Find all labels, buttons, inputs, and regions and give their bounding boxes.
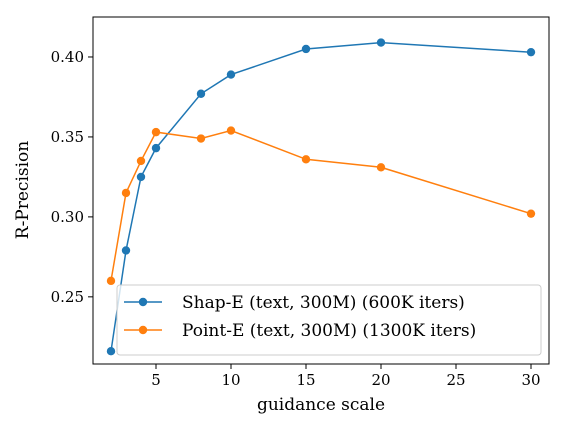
y-tick-label: 0.40 bbox=[51, 48, 84, 66]
x-tick-label: 20 bbox=[371, 371, 390, 389]
y-tick-label: 0.25 bbox=[51, 288, 84, 306]
series-1-point bbox=[106, 347, 116, 356]
series-1-point bbox=[121, 246, 131, 255]
series-layer bbox=[106, 38, 536, 356]
series-2-point bbox=[196, 134, 206, 143]
series-2-point bbox=[106, 276, 116, 286]
series-1-point bbox=[151, 143, 161, 153]
series-2-point bbox=[301, 155, 311, 164]
legend-label-1: Shap-E (text, 300M) (600K iters) bbox=[182, 293, 465, 313]
y-tick-label: 0.30 bbox=[51, 208, 84, 226]
plot-frame bbox=[92, 16, 550, 365]
series-1-point bbox=[196, 89, 206, 98]
series-2-point bbox=[226, 126, 236, 135]
x-tick-label: 5 bbox=[151, 371, 161, 389]
series-1-point bbox=[526, 47, 536, 57]
series-2-point bbox=[376, 163, 386, 172]
series-2-point bbox=[136, 156, 146, 166]
y-axis-label: R-Precision bbox=[13, 141, 33, 240]
legend-marker-1 bbox=[138, 297, 148, 307]
legend-box bbox=[116, 284, 542, 356]
ticks-layer: 5 10 15 20 25 30 0.25 0.30 0.35 0.40 bbox=[51, 48, 541, 389]
series-1-point bbox=[301, 44, 311, 54]
series-2-point bbox=[151, 127, 161, 137]
series-1-point bbox=[376, 38, 386, 47]
x-tick-label: 15 bbox=[296, 371, 315, 389]
series-1-point bbox=[226, 70, 236, 79]
x-tick-label: 10 bbox=[221, 371, 240, 389]
series-2-point bbox=[526, 209, 536, 218]
x-tick-label: 30 bbox=[521, 371, 540, 389]
series-2-point bbox=[121, 188, 131, 198]
legend: Shap-E (text, 300M) (600K iters) Point-E … bbox=[116, 284, 542, 356]
legend-marker-2 bbox=[138, 325, 148, 335]
y-tick-label: 0.35 bbox=[51, 128, 84, 146]
x-axis-label: guidance scale bbox=[257, 395, 385, 415]
series-1-point bbox=[136, 172, 146, 182]
series-line-2 bbox=[110, 129, 532, 281]
legend-label-2: Point-E (text, 300M) (1300K iters) bbox=[182, 321, 476, 341]
x-tick-label: 25 bbox=[446, 371, 465, 389]
